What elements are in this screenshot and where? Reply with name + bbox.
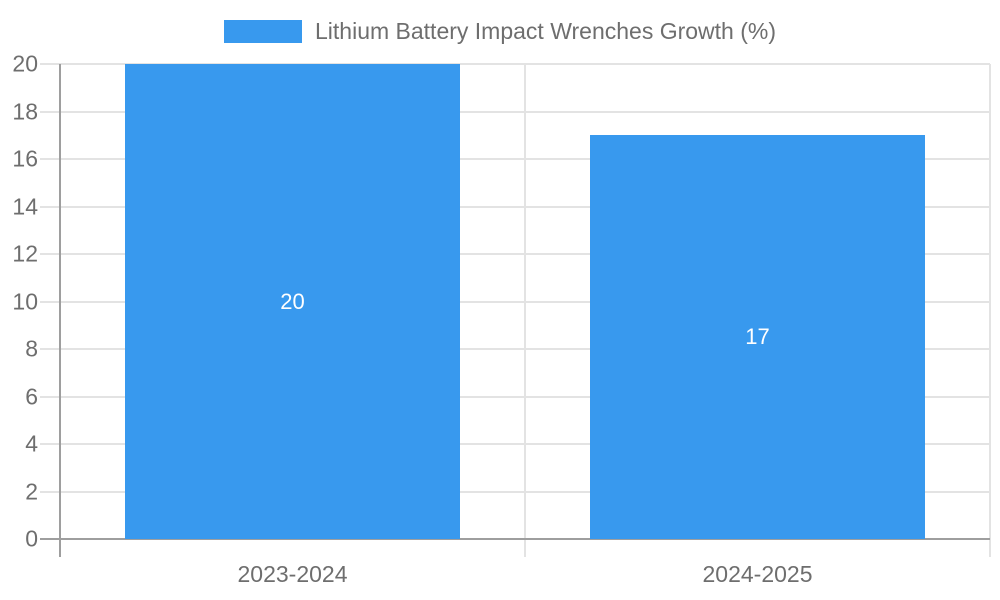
y-tick-label: 8 xyxy=(25,335,38,362)
y-gridline xyxy=(40,348,990,350)
y-tick-label: 6 xyxy=(25,383,38,409)
bar-value-label: 17 xyxy=(745,324,770,350)
x-axis-line xyxy=(40,538,990,540)
x-tick-label: 2024-2025 xyxy=(702,561,813,587)
y-tick-label: 20 xyxy=(12,50,38,77)
y-tick-label: 14 xyxy=(12,193,38,219)
y-tick-label: 2 xyxy=(25,478,38,504)
y-gridline xyxy=(40,110,990,113)
y-gridline xyxy=(40,490,990,493)
y-tick-label: 12 xyxy=(12,240,38,267)
y-gridline xyxy=(40,253,990,255)
y-tick-label: 4 xyxy=(25,430,38,457)
bar-2024-2025[interactable] xyxy=(590,135,925,539)
legend-color-swatch xyxy=(224,20,302,43)
y-gridline xyxy=(40,158,990,160)
y-tick-label: 0 xyxy=(25,525,38,552)
bar-2023-2024[interactable] xyxy=(125,64,460,539)
y-gridline xyxy=(40,205,990,208)
y-axis-line xyxy=(59,64,61,557)
bar-value-label: 20 xyxy=(280,288,305,314)
y-gridline xyxy=(40,300,990,303)
y-gridline xyxy=(40,443,990,445)
chart-legend[interactable]: Lithium Battery Impact Wrenches Growth (… xyxy=(0,18,1000,45)
y-tick-label: 16 xyxy=(12,145,38,172)
y-tick-label: 10 xyxy=(12,288,38,314)
x-gridline xyxy=(524,64,526,557)
y-tick-label: 18 xyxy=(12,98,38,124)
x-gridline xyxy=(989,64,991,557)
y-gridline xyxy=(40,395,990,398)
legend-label: Lithium Battery Impact Wrenches Growth (… xyxy=(315,18,776,44)
y-gridline xyxy=(40,63,990,65)
x-tick-label: 2023-2024 xyxy=(237,561,348,587)
